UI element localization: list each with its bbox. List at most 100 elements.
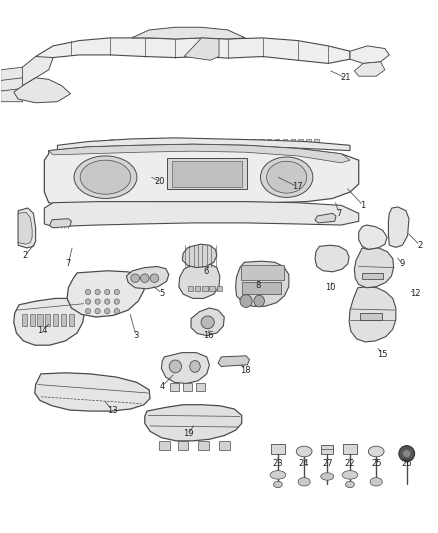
- Polygon shape: [354, 62, 385, 76]
- Polygon shape: [159, 441, 170, 450]
- Text: 24: 24: [299, 459, 309, 467]
- Ellipse shape: [105, 309, 110, 314]
- Polygon shape: [141, 139, 146, 146]
- Polygon shape: [198, 441, 209, 450]
- Bar: [53, 314, 58, 326]
- Polygon shape: [157, 139, 161, 146]
- Text: 7: 7: [66, 260, 71, 268]
- Ellipse shape: [85, 309, 91, 314]
- Polygon shape: [35, 38, 350, 64]
- Bar: [271, 444, 285, 454]
- Text: 3: 3: [133, 331, 139, 340]
- Bar: [202, 286, 208, 291]
- Bar: [362, 273, 383, 279]
- Polygon shape: [212, 139, 216, 146]
- Bar: [37, 314, 42, 326]
- Ellipse shape: [95, 309, 100, 314]
- Ellipse shape: [114, 299, 120, 304]
- Polygon shape: [161, 353, 209, 383]
- Bar: [195, 286, 200, 291]
- Polygon shape: [219, 441, 230, 450]
- Bar: [241, 265, 284, 280]
- Text: 14: 14: [37, 326, 47, 335]
- Polygon shape: [1, 78, 22, 91]
- Ellipse shape: [240, 295, 252, 308]
- Bar: [172, 161, 242, 187]
- Bar: [69, 314, 74, 326]
- Ellipse shape: [150, 274, 159, 282]
- Polygon shape: [184, 38, 219, 60]
- Polygon shape: [35, 373, 150, 411]
- Polygon shape: [44, 144, 359, 205]
- Ellipse shape: [399, 446, 415, 462]
- Bar: [166, 158, 247, 189]
- Polygon shape: [118, 139, 122, 146]
- Polygon shape: [191, 308, 224, 336]
- Polygon shape: [14, 78, 71, 103]
- Ellipse shape: [346, 481, 354, 488]
- Bar: [209, 286, 215, 291]
- Ellipse shape: [270, 471, 286, 479]
- Text: 10: 10: [325, 283, 336, 292]
- Ellipse shape: [274, 481, 283, 488]
- Text: 13: 13: [107, 406, 117, 415]
- Polygon shape: [236, 261, 289, 306]
- Polygon shape: [1, 67, 22, 80]
- Polygon shape: [236, 139, 240, 146]
- Ellipse shape: [74, 156, 137, 198]
- Polygon shape: [298, 139, 303, 146]
- Polygon shape: [179, 264, 220, 298]
- Polygon shape: [389, 207, 409, 247]
- Text: 2: 2: [22, 252, 27, 260]
- Polygon shape: [349, 287, 396, 342]
- Polygon shape: [132, 27, 245, 39]
- Ellipse shape: [105, 299, 110, 304]
- Ellipse shape: [190, 361, 200, 372]
- Polygon shape: [1, 88, 22, 102]
- Text: 27: 27: [322, 459, 332, 467]
- Text: 5: 5: [159, 288, 165, 297]
- Bar: [217, 286, 222, 291]
- Bar: [242, 282, 282, 294]
- Polygon shape: [267, 139, 272, 146]
- Ellipse shape: [403, 450, 411, 457]
- Text: 25: 25: [371, 459, 381, 467]
- Ellipse shape: [131, 274, 140, 282]
- Ellipse shape: [201, 316, 214, 329]
- Polygon shape: [145, 405, 242, 441]
- Ellipse shape: [85, 299, 91, 304]
- Polygon shape: [165, 139, 169, 146]
- Polygon shape: [359, 225, 387, 249]
- Polygon shape: [126, 139, 130, 146]
- Text: 16: 16: [203, 331, 213, 340]
- Ellipse shape: [141, 274, 149, 282]
- Text: 8: 8: [256, 280, 261, 289]
- Polygon shape: [218, 356, 250, 367]
- Ellipse shape: [370, 478, 382, 486]
- Ellipse shape: [254, 295, 265, 307]
- Text: 4: 4: [159, 382, 165, 391]
- Ellipse shape: [85, 289, 91, 295]
- Polygon shape: [354, 248, 394, 288]
- Polygon shape: [49, 219, 71, 228]
- Ellipse shape: [321, 473, 334, 480]
- Polygon shape: [196, 383, 205, 391]
- Text: 19: 19: [183, 430, 194, 439]
- Polygon shape: [127, 266, 169, 289]
- Polygon shape: [204, 139, 208, 146]
- Polygon shape: [275, 139, 279, 146]
- Ellipse shape: [298, 478, 310, 486]
- Polygon shape: [10, 56, 53, 86]
- Polygon shape: [283, 139, 287, 146]
- Text: 6: 6: [203, 268, 208, 276]
- Bar: [21, 314, 27, 326]
- Ellipse shape: [105, 289, 110, 295]
- Bar: [29, 314, 35, 326]
- Polygon shape: [188, 139, 193, 146]
- Polygon shape: [182, 244, 217, 268]
- Text: 21: 21: [340, 73, 351, 82]
- Text: 7: 7: [336, 209, 342, 218]
- Text: 9: 9: [400, 260, 405, 268]
- Polygon shape: [180, 139, 185, 146]
- Bar: [343, 444, 357, 454]
